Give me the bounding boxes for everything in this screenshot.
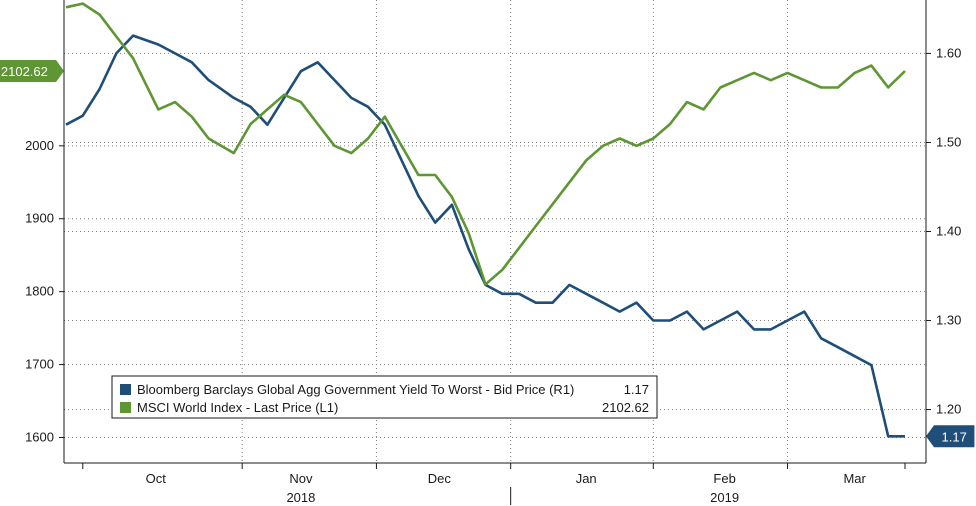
right-tick-label: 1.60 bbox=[936, 45, 961, 60]
msci-last-value-label: 2102.62 bbox=[1, 64, 48, 79]
month-label: Nov bbox=[289, 471, 313, 486]
legend-box bbox=[111, 375, 658, 419]
left-tick-label: 1700 bbox=[25, 357, 54, 372]
month-label: Mar bbox=[843, 471, 866, 486]
series-layer bbox=[65, 2, 906, 438]
right-tick-label: 1.30 bbox=[936, 313, 961, 328]
left-tick-label: 2000 bbox=[25, 138, 54, 153]
legend-swatch bbox=[120, 384, 131, 395]
year-label: 2018 bbox=[286, 490, 315, 505]
left-tick-label: 1800 bbox=[25, 284, 54, 299]
series-line-msci bbox=[65, 2, 906, 286]
yield-last-value-tag bbox=[926, 425, 975, 448]
right-tick-label: 1.50 bbox=[936, 134, 961, 149]
legend-series-value: 2102.62 bbox=[602, 400, 649, 415]
series-line-yield bbox=[65, 34, 905, 438]
yield-last-value-label: 1.17 bbox=[942, 429, 967, 444]
year-label: 2019 bbox=[710, 490, 739, 505]
legend-swatch bbox=[120, 402, 131, 413]
right-tick-label: 1.20 bbox=[936, 402, 961, 417]
legend-series-name: Bloomberg Barclays Global Agg Government… bbox=[137, 382, 574, 397]
left-tick-label: 1600 bbox=[25, 429, 54, 444]
msci-last-value-tag bbox=[0, 60, 64, 83]
legend-series-value: 1.17 bbox=[624, 382, 649, 397]
legend-series-name: MSCI World Index - Last Price (L1) bbox=[137, 400, 338, 415]
month-label: Dec bbox=[428, 471, 452, 486]
legend: Bloomberg Barclays Global Agg Government… bbox=[111, 375, 658, 419]
right-tick-label: 1.40 bbox=[936, 224, 961, 239]
left-tick-label: 1900 bbox=[25, 211, 54, 226]
month-label: Oct bbox=[146, 471, 167, 486]
month-label: Jan bbox=[576, 471, 597, 486]
month-label: Feb bbox=[713, 471, 735, 486]
